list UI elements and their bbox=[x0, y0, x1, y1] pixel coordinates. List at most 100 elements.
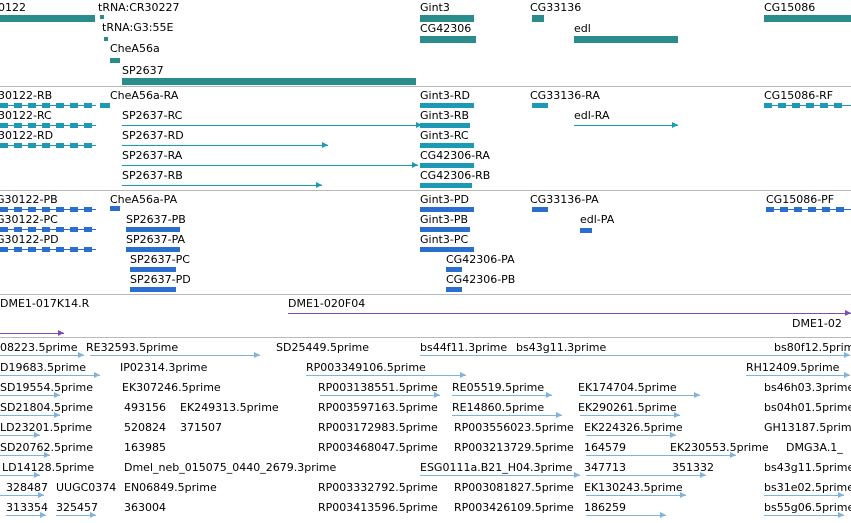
protein-exon[interactable] bbox=[70, 227, 78, 232]
protein-feature[interactable] bbox=[446, 287, 462, 292]
transcript-exon[interactable] bbox=[84, 143, 92, 148]
est-label[interactable]: 371507 bbox=[180, 421, 222, 434]
est-label[interactable]: RP003349106.5prime bbox=[306, 361, 426, 374]
transcript-exon[interactable] bbox=[28, 103, 36, 108]
est-strand-marker[interactable] bbox=[546, 392, 552, 398]
transcript-feature[interactable] bbox=[532, 103, 548, 108]
transcript-label[interactable]: 30122-RB bbox=[0, 89, 53, 102]
est-strand-marker[interactable] bbox=[460, 372, 466, 378]
est-label[interactable]: EK174704.5prime bbox=[578, 381, 677, 394]
est-strand-marker[interactable] bbox=[34, 432, 40, 438]
transcript-feature[interactable] bbox=[420, 163, 474, 168]
protein-label[interactable]: edl-PA bbox=[580, 213, 615, 226]
gene-label[interactable]: 0122 bbox=[0, 1, 26, 14]
est-label[interactable]: 493156 bbox=[124, 401, 166, 414]
protein-exon[interactable] bbox=[0, 207, 8, 212]
est-strand-marker[interactable] bbox=[694, 392, 700, 398]
transcript-label[interactable]: Gint3-RC bbox=[420, 129, 469, 142]
transcript-strand-marker[interactable] bbox=[322, 142, 328, 148]
transcript-feature[interactable] bbox=[420, 103, 474, 108]
est-label[interactable]: 313354 bbox=[6, 501, 48, 514]
est-label[interactable]: 351332 bbox=[672, 461, 714, 474]
est-strand-marker[interactable] bbox=[40, 512, 46, 518]
protein-exon[interactable] bbox=[42, 247, 50, 252]
protein-feature[interactable] bbox=[130, 287, 176, 292]
est-label[interactable]: Dmel_neb_015075_0440_2679.3prime bbox=[124, 461, 337, 474]
protein-label[interactable]: G30122-PD bbox=[0, 233, 59, 246]
est-feature[interactable] bbox=[0, 415, 60, 416]
transcript-feature[interactable] bbox=[420, 183, 472, 188]
est-strand-marker[interactable] bbox=[838, 492, 844, 498]
transcript-exon[interactable] bbox=[42, 123, 50, 128]
transcript-exon[interactable] bbox=[56, 123, 64, 128]
est-strand-marker[interactable] bbox=[660, 512, 666, 518]
est-strand-marker[interactable] bbox=[34, 472, 40, 478]
gene-feature[interactable] bbox=[122, 78, 416, 85]
protein-exon[interactable] bbox=[84, 227, 92, 232]
est-label[interactable]: SD20762.5prime bbox=[0, 441, 93, 454]
transcript-exon[interactable] bbox=[84, 103, 92, 108]
est-feature[interactable] bbox=[0, 395, 60, 396]
gene-label[interactable]: CG42306 bbox=[420, 22, 472, 35]
transcript-exon[interactable] bbox=[56, 143, 64, 148]
est-label[interactable]: RP003426109.5prime bbox=[454, 501, 574, 514]
est-label[interactable]: IP02314.3prime bbox=[120, 361, 208, 374]
protein-exon[interactable] bbox=[0, 227, 8, 232]
est-feature[interactable] bbox=[420, 355, 850, 356]
est-feature[interactable] bbox=[0, 495, 44, 496]
gene-feature[interactable] bbox=[532, 15, 544, 22]
est-strand-marker[interactable] bbox=[90, 512, 96, 518]
est-strand-marker[interactable] bbox=[434, 392, 440, 398]
gene-feature[interactable] bbox=[420, 15, 474, 22]
gene-feature[interactable] bbox=[110, 58, 120, 63]
protein-exon[interactable] bbox=[28, 227, 36, 232]
protein-feature[interactable] bbox=[420, 207, 474, 212]
protein-feature[interactable] bbox=[420, 227, 470, 232]
transcript-label[interactable]: 30122-RD bbox=[0, 129, 54, 142]
transcript-label[interactable]: SP2637-RA bbox=[122, 149, 183, 162]
est-label[interactable]: SD19554.5prime bbox=[0, 381, 93, 394]
transcript-exon[interactable] bbox=[0, 123, 8, 128]
est-label[interactable]: bs44f11.3prime bbox=[420, 341, 508, 354]
est-strand-marker[interactable] bbox=[254, 352, 260, 358]
transcript-label[interactable]: edl-RA bbox=[574, 109, 610, 122]
est-strand-marker[interactable] bbox=[574, 472, 580, 478]
transcript-label[interactable]: Gint3-RD bbox=[420, 89, 470, 102]
protein-feature[interactable] bbox=[532, 207, 548, 212]
est-label[interactable]: 328487 bbox=[6, 481, 48, 494]
est-feature[interactable] bbox=[56, 515, 96, 516]
transcript-exon[interactable] bbox=[28, 143, 36, 148]
est-label[interactable]: bs55g06.5prime bbox=[764, 501, 851, 514]
transcript-exon[interactable] bbox=[14, 103, 22, 108]
clone-strand-marker[interactable] bbox=[58, 330, 64, 336]
gene-label[interactable]: CG33136 bbox=[530, 1, 582, 14]
transcript-feature[interactable] bbox=[574, 125, 678, 126]
est-feature[interactable] bbox=[320, 395, 440, 396]
transcript-exon[interactable] bbox=[778, 103, 786, 108]
est-feature[interactable] bbox=[306, 375, 466, 376]
transcript-strand-marker[interactable] bbox=[416, 122, 422, 128]
est-feature[interactable] bbox=[0, 455, 50, 456]
est-label[interactable]: LD23201.5prime bbox=[0, 421, 93, 434]
est-feature[interactable] bbox=[0, 355, 84, 356]
protein-feature[interactable] bbox=[420, 247, 474, 252]
est-feature[interactable] bbox=[764, 515, 844, 516]
transcript-exon[interactable] bbox=[42, 103, 50, 108]
est-label[interactable]: bs43g11.5prime bbox=[764, 461, 851, 474]
clone-label[interactable]: DME1-020F04 bbox=[288, 297, 366, 310]
transcript-exon[interactable] bbox=[764, 103, 772, 108]
clone-feature[interactable] bbox=[0, 333, 64, 334]
est-label[interactable]: bs80f12.5prime bbox=[774, 341, 851, 354]
protein-label[interactable]: SP2637-PA bbox=[126, 233, 186, 246]
gene-label[interactable]: Gint3 bbox=[420, 1, 450, 14]
est-strand-marker[interactable] bbox=[700, 472, 706, 478]
est-label[interactable]: SD21804.5prime bbox=[0, 401, 93, 414]
transcript-feature[interactable] bbox=[122, 165, 418, 166]
gene-feature[interactable] bbox=[574, 36, 678, 43]
est-strand-marker[interactable] bbox=[730, 452, 736, 458]
transcript-exon[interactable] bbox=[14, 123, 22, 128]
protein-exon[interactable] bbox=[28, 247, 36, 252]
est-feature[interactable] bbox=[580, 415, 680, 416]
est-label[interactable]: 163985 bbox=[124, 441, 166, 454]
protein-exon[interactable] bbox=[808, 207, 816, 212]
